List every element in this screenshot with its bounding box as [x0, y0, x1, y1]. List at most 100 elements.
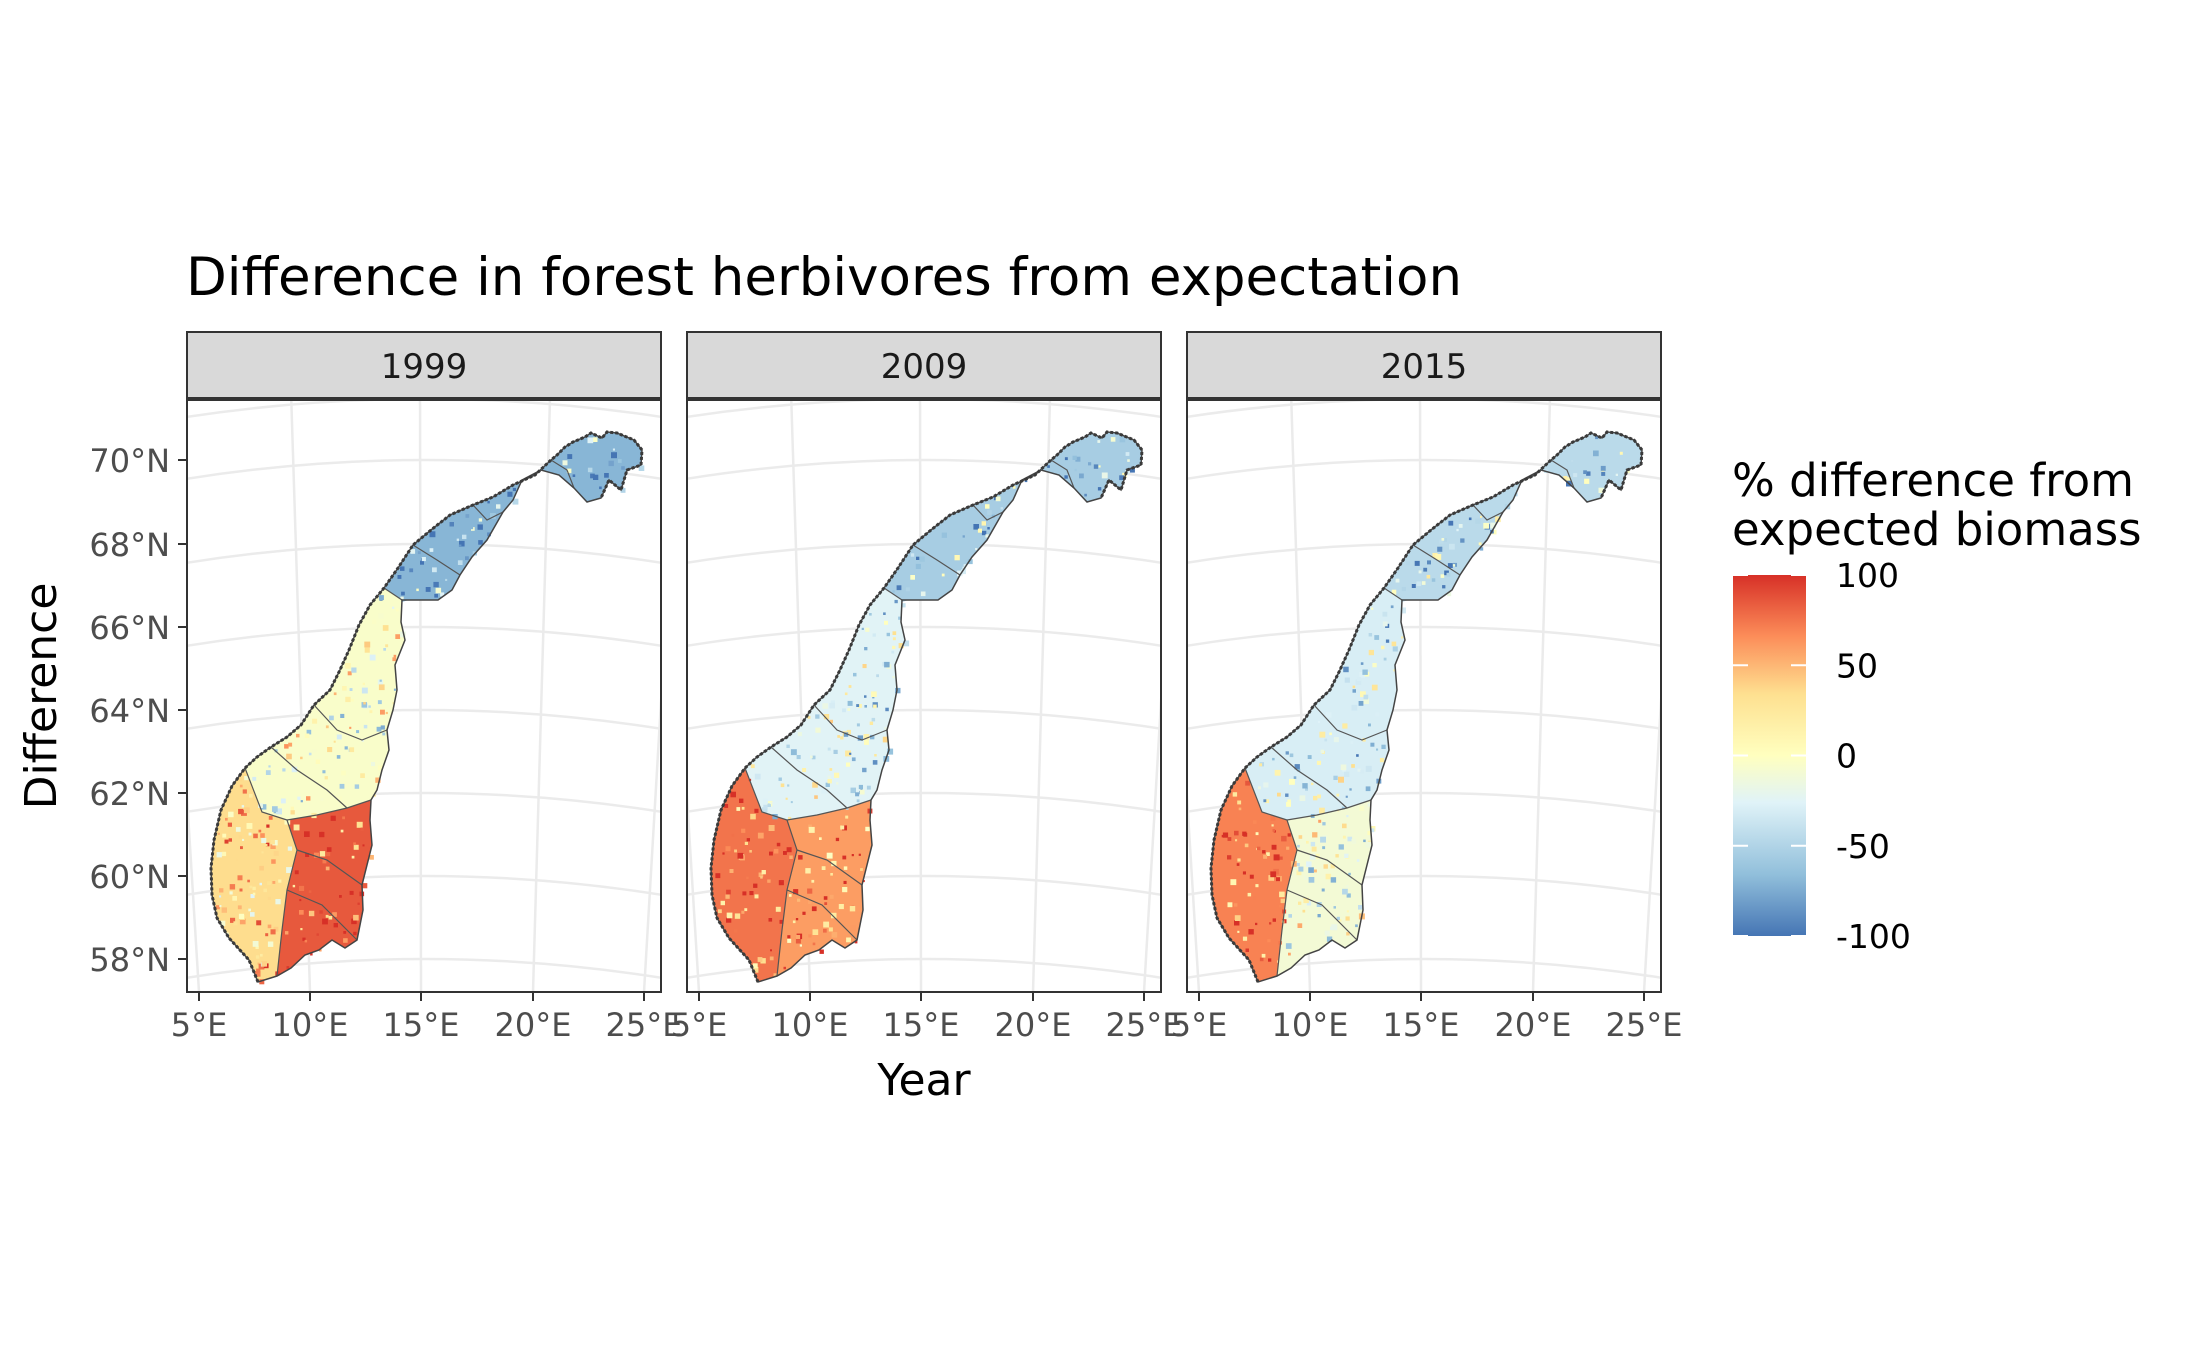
raster-cell	[821, 866, 826, 870]
raster-cell	[827, 775, 832, 779]
raster-cell	[258, 803, 263, 808]
raster-cell	[265, 933, 269, 937]
raster-cell	[1293, 776, 1297, 779]
x-tick-label: 20°E	[495, 1006, 572, 1044]
raster-cell	[1125, 452, 1130, 456]
raster-cell	[731, 833, 735, 837]
raster-cell	[1365, 786, 1371, 792]
raster-cell	[778, 880, 784, 886]
x-tick-label: 10°E	[272, 1006, 349, 1044]
raster-cell	[1339, 919, 1342, 922]
raster-cell	[353, 844, 359, 850]
raster-cell	[410, 549, 416, 554]
raster-cell	[827, 779, 832, 784]
legend-break-label: 0	[1836, 737, 1857, 776]
raster-cell	[891, 650, 895, 654]
raster-cell	[1309, 854, 1316, 860]
raster-cell	[333, 923, 338, 928]
raster-cell	[299, 910, 304, 915]
raster-cell	[829, 719, 833, 724]
raster-cell	[255, 955, 260, 959]
raster-cell	[1416, 581, 1422, 587]
raster-cell	[1475, 518, 1481, 524]
raster-cell	[310, 953, 313, 956]
raster-cell	[1480, 515, 1482, 518]
county-border	[1286, 889, 1358, 941]
raster-cell	[1308, 877, 1315, 883]
raster-cell	[340, 713, 345, 718]
county-border	[883, 587, 903, 601]
raster-cell	[368, 705, 371, 708]
raster-cell	[215, 905, 220, 910]
county-border	[270, 746, 348, 809]
raster-cell	[228, 811, 234, 818]
raster-cell	[272, 840, 278, 846]
raster-cell	[1439, 539, 1444, 544]
raster-cell	[1242, 871, 1246, 875]
raster-cell	[769, 802, 772, 805]
raster-cell	[261, 851, 264, 854]
raster-cell	[810, 755, 813, 759]
raster-cell	[1047, 465, 1050, 468]
county-border	[972, 504, 1004, 521]
raster-cell	[490, 513, 496, 519]
raster-cell	[360, 827, 364, 831]
raster-cell	[434, 593, 438, 598]
raster-cell	[857, 735, 863, 741]
raster-cell	[360, 773, 365, 778]
facet-panel-1999: 1999 5°E 10°E 15°E 20°E 25°E	[171, 331, 682, 1044]
raster-cell	[854, 940, 858, 944]
raster-cell	[1351, 764, 1355, 768]
raster-cell	[838, 904, 844, 910]
raster-cell	[790, 749, 797, 756]
raster-cell	[1064, 457, 1068, 461]
raster-cell	[433, 581, 439, 588]
raster-cell	[260, 833, 265, 838]
graticule-latitude	[1187, 957, 1661, 979]
raster-cell	[1097, 487, 1102, 491]
raster-cell	[239, 784, 243, 788]
raster-cell	[1122, 472, 1127, 478]
raster-cell	[342, 686, 347, 691]
raster-cell	[1360, 691, 1366, 698]
raster-cell	[1483, 522, 1490, 529]
raster-cell	[280, 798, 286, 804]
raster-cell	[795, 938, 801, 944]
graticule-latitude	[187, 708, 661, 730]
raster-cell	[462, 534, 467, 540]
raster-cell	[247, 879, 250, 883]
raster-cell	[768, 918, 773, 922]
raster-cell	[830, 700, 835, 705]
raster-cell	[1273, 854, 1280, 861]
raster-cell	[496, 504, 501, 509]
raster-cell	[1362, 669, 1368, 675]
raster-cell	[744, 908, 748, 912]
raster-cell	[916, 556, 920, 560]
raster-cell	[349, 726, 352, 729]
facet-strip-label: 2015	[1381, 347, 1468, 387]
raster-cell	[221, 851, 227, 857]
raster-cell	[1447, 563, 1453, 568]
raster-cell	[1338, 844, 1344, 850]
county-border	[1550, 459, 1575, 489]
raster-cell	[1317, 794, 1321, 799]
raster-cell	[825, 782, 830, 787]
raster-cell	[1330, 864, 1335, 869]
raster-cell	[856, 704, 860, 707]
raster-cell	[871, 691, 877, 697]
county-border	[296, 849, 363, 886]
raster-cell	[345, 663, 351, 669]
graticule-meridian	[418, 400, 423, 992]
raster-cell	[240, 846, 243, 850]
raster-cell	[1289, 778, 1295, 785]
raster-cell	[862, 767, 867, 773]
legend-breaks: 100 50 0 -50 -100	[1733, 556, 1911, 956]
colour-legend: % difference from expected biomass 100 50…	[1732, 454, 2142, 956]
raster-cell	[981, 530, 987, 536]
raster-cell	[848, 685, 852, 688]
raster-cell	[478, 518, 483, 522]
raster-cell	[1345, 916, 1350, 921]
raster-cell	[1279, 891, 1285, 898]
raster-cell	[1276, 877, 1280, 882]
raster-cell	[846, 729, 851, 735]
